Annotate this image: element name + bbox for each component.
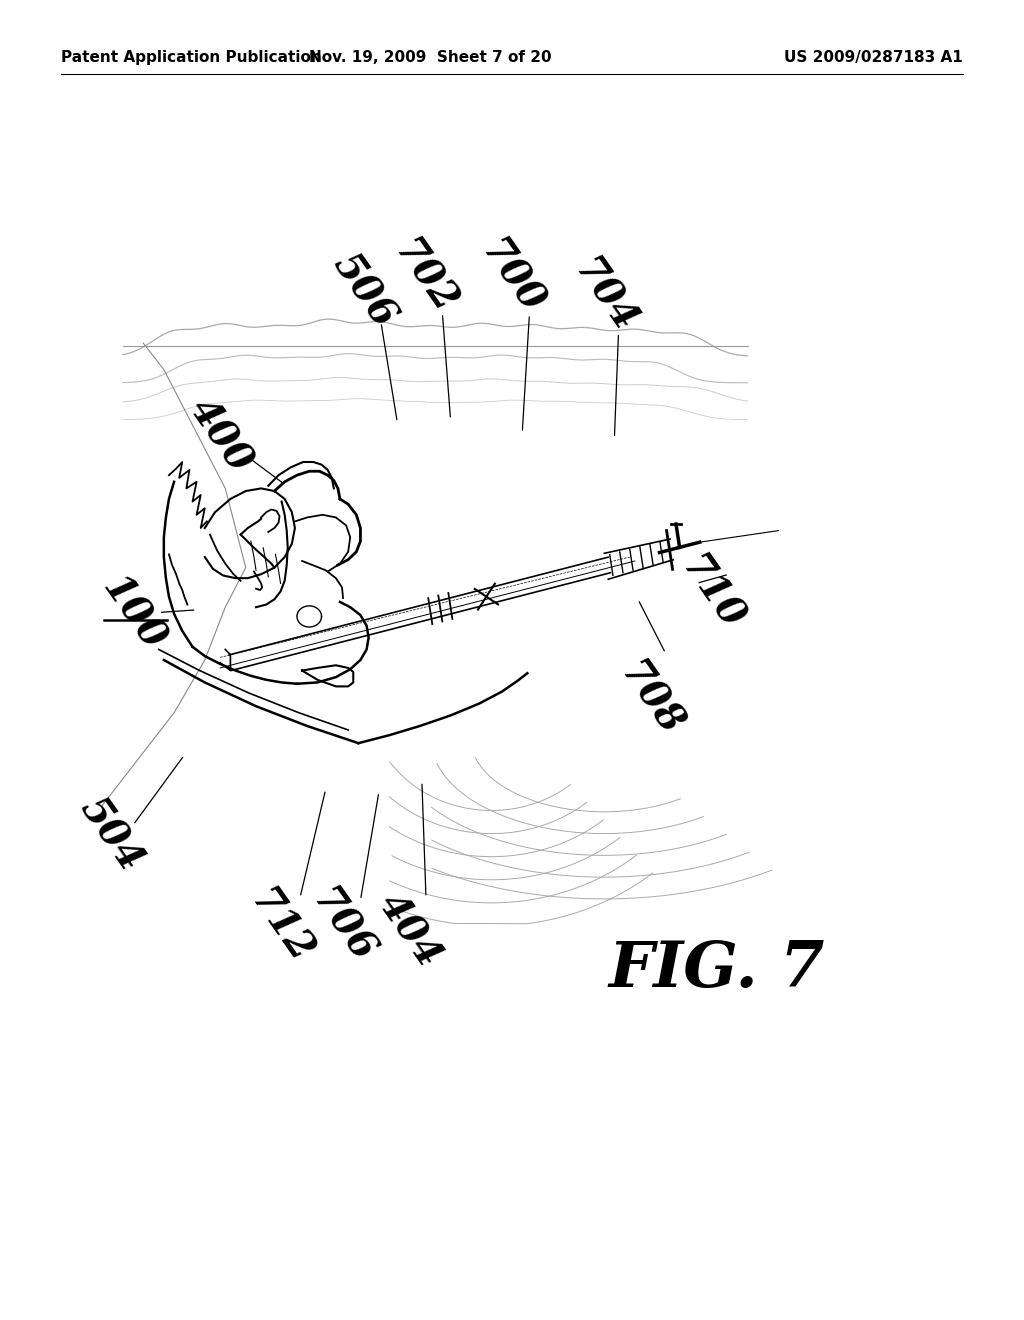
Text: 708: 708 (611, 656, 689, 743)
Text: Patent Application Publication: Patent Application Publication (61, 50, 323, 65)
Text: 710: 710 (673, 550, 751, 638)
Text: 506: 506 (325, 247, 402, 334)
Text: 504: 504 (72, 791, 150, 878)
Text: 700: 700 (473, 234, 551, 321)
Text: 400: 400 (181, 392, 259, 479)
Text: 706: 706 (304, 883, 382, 970)
Text: 704: 704 (565, 253, 643, 341)
Text: 404: 404 (371, 887, 449, 974)
Text: 712: 712 (243, 883, 321, 970)
Text: 100: 100 (94, 570, 172, 657)
Text: US 2009/0287183 A1: US 2009/0287183 A1 (783, 50, 963, 65)
Text: 702: 702 (386, 234, 464, 321)
Text: Nov. 19, 2009  Sheet 7 of 20: Nov. 19, 2009 Sheet 7 of 20 (309, 50, 551, 65)
Text: FIG. 7: FIG. 7 (608, 940, 825, 1001)
